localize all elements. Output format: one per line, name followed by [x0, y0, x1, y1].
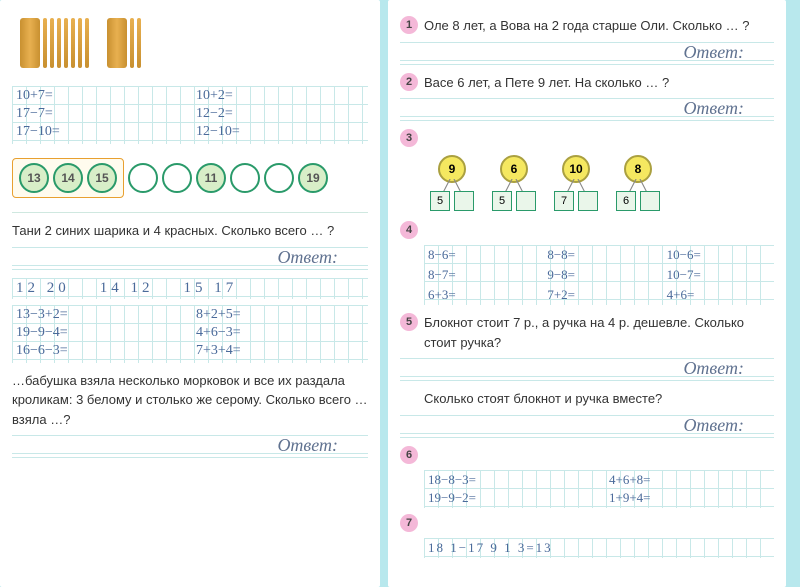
eq: 13−3+2= — [16, 307, 166, 323]
eq: 10+7= — [16, 88, 166, 104]
eq: 19−9−2= — [428, 490, 589, 506]
eq: 10+2= — [196, 88, 346, 104]
eq: 7+2= — [547, 287, 650, 303]
circle: 15 — [87, 163, 117, 193]
tree: 9 ╱ ╲ 5 — [430, 155, 474, 211]
eq: 8+2+5= — [196, 307, 346, 323]
tree-left: 5 — [492, 191, 512, 211]
task-text: Васе 6 лет, а Пете 9 лет. На сколько … ? — [424, 73, 669, 93]
page-left: 10+7= 10+2= 17−7= 12−2= 17−10= 12−10= 13 14… — [0, 0, 380, 587]
eq: 17−10= — [16, 124, 166, 140]
tree: 6 ╱ ╲ 5 — [492, 155, 536, 211]
eq: 1+9+4= — [609, 490, 770, 506]
answer-line: Ответ: — [400, 358, 774, 381]
task-text: Оле 8 лет, а Вова на 2 года старше Оли. … — [424, 16, 750, 36]
tree-right — [516, 191, 536, 211]
answer-line: Ответ: — [12, 247, 368, 270]
task-text: Сколько стоят блокнот и ручка вместе? — [424, 389, 774, 409]
answer-line: Ответ: — [400, 98, 774, 121]
circle — [128, 163, 158, 193]
tree-left: 6 — [616, 191, 636, 211]
tree: 8 ╱ ╲ 6 — [616, 155, 660, 211]
eq: 10−7= — [667, 267, 770, 283]
circle: 11 — [196, 163, 226, 193]
circle — [230, 163, 260, 193]
eq: 8−6= — [428, 247, 531, 263]
circle: 13 — [19, 163, 49, 193]
circle — [264, 163, 294, 193]
equations-t4: 8−6= 8−8= 10−6= 8−7= 9−8= 10−7= 6+3= 7+2= 4+6= — [424, 245, 774, 305]
task-text: Блокнот стоит 7 р., а ручка на 4 р. деше… — [424, 313, 774, 352]
tree-right — [640, 191, 660, 211]
task-balls: Тани 2 синих шарика и 4 красных. Сколько… — [12, 221, 368, 241]
circle: 14 — [53, 163, 83, 193]
numpair: 14 12 — [100, 280, 154, 297]
task-number: 5 — [400, 313, 418, 331]
answer-line: Ответ: — [400, 42, 774, 65]
equations-mid: 13−3+2= 8+2+5= 19−9−4= 4+6−3= 16−6−3= 7+3+4… — [12, 305, 368, 363]
tree-left: 5 — [430, 191, 450, 211]
eq: 4+6+8= — [609, 472, 770, 488]
numpair: 15 17 — [184, 280, 238, 297]
eq: 6+3= — [428, 287, 531, 303]
tree-left: 7 — [554, 191, 574, 211]
stick-group-2 — [107, 18, 141, 68]
eq: 10−6= — [667, 247, 770, 263]
sticks-illustration — [20, 18, 368, 68]
tree: 10 ╱ ╲ 7 — [554, 155, 598, 211]
eq: 8−7= — [428, 267, 531, 283]
eq: 8−8= — [547, 247, 650, 263]
eq: 4+6−3= — [196, 325, 346, 341]
task-number: 6 — [400, 446, 418, 464]
circle: 19 — [298, 163, 328, 193]
task-number: 1 — [400, 16, 418, 34]
eq: 7+3+4= — [196, 343, 346, 359]
page-right: 1 Оле 8 лет, а Вова на 2 года старше Оли… — [388, 0, 786, 587]
task-number: 2 — [400, 73, 418, 91]
number-line: 12 20 14 12 15 17 — [12, 278, 368, 299]
number-circles: 13 14 15 11 19 — [12, 158, 368, 198]
eq: 16−6−3= — [16, 343, 166, 359]
stick-group-1 — [20, 18, 89, 68]
equations-t6: 18−8−3= 4+6+8= 19−9−2= 1+9+4= — [424, 470, 774, 508]
bundle-icon — [107, 18, 127, 68]
eq: 9−8= — [547, 267, 650, 283]
answer-line: Ответ: — [12, 435, 368, 458]
equations-top: 10+7= 10+2= 17−7= 12−2= 17−10= 12−10= — [12, 86, 368, 144]
task-number: 7 — [400, 514, 418, 532]
tree-right — [454, 191, 474, 211]
eq: 12−2= — [196, 106, 346, 122]
task-number: 3 — [400, 129, 418, 147]
eq: 4+6= — [667, 287, 770, 303]
task-carrots: …бабушка взяла несколько морковок и все … — [12, 371, 368, 430]
numpair: 12 20 — [16, 280, 70, 297]
eq: 19−9−4= — [16, 325, 166, 341]
eq: 12−10= — [196, 124, 346, 140]
eq: 18−8−3= — [428, 472, 589, 488]
circle — [162, 163, 192, 193]
tree-right — [578, 191, 598, 211]
eq: 17−7= — [16, 106, 166, 122]
circles-box: 13 14 15 — [12, 158, 124, 198]
equations-t7: 18 1−17 9 1 3=13 — [424, 538, 774, 558]
answer-line: Ответ: — [400, 415, 774, 438]
number-trees: 9 ╱ ╲ 5 6 ╱ ╲ 5 10 ╱ ╲ 7 8 ╱ ╲ 6 — [430, 155, 774, 211]
bundle-icon — [20, 18, 40, 68]
task-number: 4 — [400, 221, 418, 239]
